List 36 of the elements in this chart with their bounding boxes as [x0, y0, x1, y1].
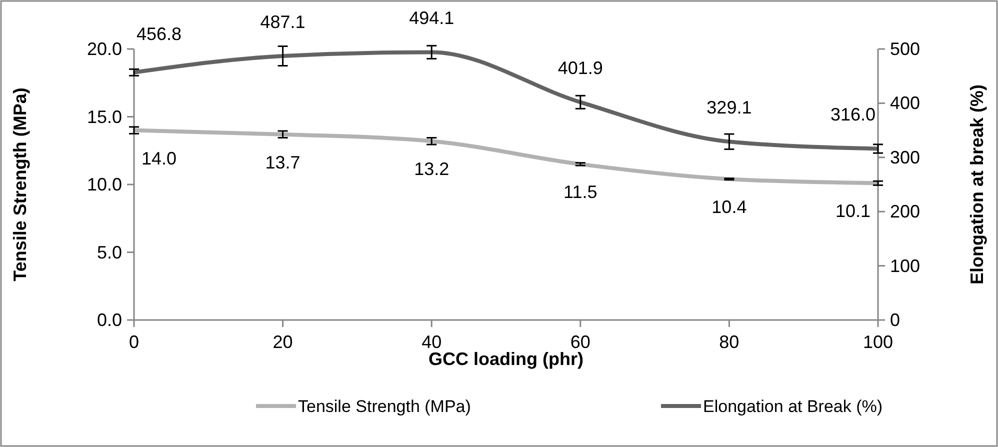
data-label: 11.5	[564, 182, 598, 202]
y2-tick-label: 200	[890, 202, 920, 222]
line-series	[132, 128, 880, 186]
y2-tick-label: 100	[890, 256, 920, 276]
y2-tick-label: 400	[890, 93, 920, 114]
x-tick-label: 60	[570, 332, 590, 352]
data-label: 13.2	[414, 159, 450, 180]
y-tick-label: 0.0	[96, 310, 122, 330]
y-tick-label: 20.0	[86, 39, 122, 59]
legend-label: Elongation at Break (%)	[703, 397, 883, 416]
y-tick-label: 15.0	[86, 106, 122, 127]
legend-label: Tensile Strength (MPa)	[298, 397, 471, 416]
x-tick-label: 20	[272, 332, 293, 352]
x-axis-title: GCC loading (phr)	[428, 349, 584, 369]
data-label: 329.1	[706, 98, 752, 118]
x-tick-label: 40	[422, 332, 442, 352]
line-series	[132, 50, 880, 151]
data-label: 13.7	[265, 152, 300, 172]
y-tick-label: 5.0	[96, 242, 122, 262]
data-label: 14.0	[141, 148, 177, 168]
y2-axis-title: Elongation at break (%)	[967, 84, 987, 285]
y2-tick-label: 300	[890, 147, 920, 168]
y2-tick-label: 0	[890, 310, 900, 330]
data-label: 401.9	[558, 58, 603, 78]
x-tick-label: 100	[862, 332, 894, 352]
data-label: 316.0	[830, 104, 876, 125]
x-tick-label: 0	[128, 332, 140, 352]
data-label: 10.4	[712, 197, 747, 218]
data-label: 10.1	[835, 201, 871, 222]
y2-tick-label: 500	[890, 39, 920, 59]
x-tick-label: 80	[719, 332, 740, 352]
data-label: 487.1	[260, 12, 306, 32]
y-tick-label: 10.0	[86, 174, 122, 194]
data-label: 456.8	[136, 24, 182, 44]
y-axis-title: Tensile Strength (MPa)	[10, 88, 30, 282]
data-label: 494.1	[409, 8, 454, 28]
